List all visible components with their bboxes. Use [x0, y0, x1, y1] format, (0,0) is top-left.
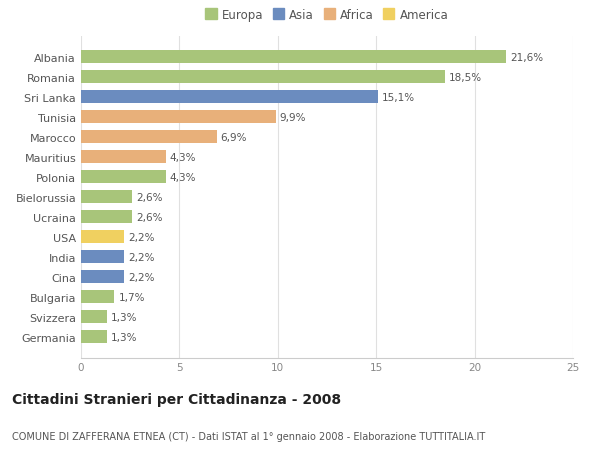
Text: COMUNE DI ZAFFERANA ETNEA (CT) - Dati ISTAT al 1° gennaio 2008 - Elaborazione TU: COMUNE DI ZAFFERANA ETNEA (CT) - Dati IS… [12, 431, 485, 442]
Bar [81, 231, 124, 244]
Bar [81, 191, 132, 204]
Text: 2,2%: 2,2% [128, 252, 155, 262]
Text: 9,9%: 9,9% [280, 112, 306, 123]
Text: 21,6%: 21,6% [510, 53, 543, 63]
Text: Cittadini Stranieri per Cittadinanza - 2008: Cittadini Stranieri per Cittadinanza - 2… [12, 392, 341, 406]
Text: 2,2%: 2,2% [128, 272, 155, 282]
Text: 15,1%: 15,1% [382, 93, 415, 103]
Bar [81, 91, 378, 104]
Bar [81, 111, 276, 124]
Bar [81, 291, 115, 303]
Bar [81, 171, 166, 184]
Bar [81, 131, 217, 144]
Bar [81, 251, 124, 263]
Text: 1,3%: 1,3% [110, 312, 137, 322]
Bar [81, 51, 506, 64]
Text: 2,6%: 2,6% [136, 192, 163, 202]
Bar [81, 330, 107, 343]
Legend: Europa, Asia, Africa, America: Europa, Asia, Africa, America [203, 7, 451, 24]
Bar [81, 211, 132, 224]
Text: 2,2%: 2,2% [128, 232, 155, 242]
Text: 1,7%: 1,7% [118, 292, 145, 302]
Text: 18,5%: 18,5% [449, 73, 482, 83]
Text: 6,9%: 6,9% [221, 133, 247, 143]
Text: 2,6%: 2,6% [136, 213, 163, 222]
Bar [81, 271, 124, 284]
Text: 4,3%: 4,3% [170, 152, 196, 162]
Text: 4,3%: 4,3% [170, 173, 196, 182]
Text: 1,3%: 1,3% [110, 332, 137, 342]
Bar [81, 71, 445, 84]
Bar [81, 151, 166, 164]
Bar [81, 311, 107, 324]
